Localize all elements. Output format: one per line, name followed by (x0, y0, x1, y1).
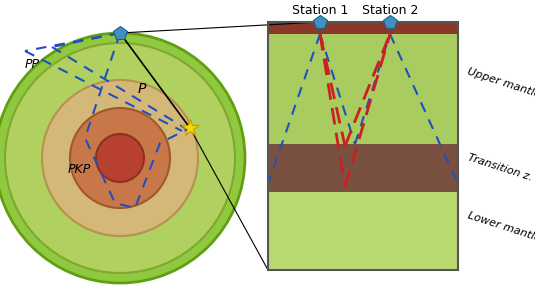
Circle shape (5, 43, 235, 273)
Text: Lower mantle: Lower mantle (466, 211, 535, 244)
Text: Transition z.: Transition z. (466, 153, 533, 183)
Bar (268, 34, 458, 144)
Bar (268, 22, 458, 34)
Text: PKP: PKP (68, 163, 91, 176)
Text: P: P (138, 82, 147, 96)
Circle shape (0, 33, 245, 283)
Text: Station 1: Station 1 (292, 4, 348, 17)
Text: Station 2: Station 2 (362, 4, 418, 17)
Bar (268, 144, 458, 192)
Circle shape (96, 134, 144, 182)
Circle shape (70, 108, 170, 208)
Text: Upper mantle: Upper mantle (466, 67, 535, 100)
Bar (268, 192, 458, 270)
Bar (268, 22, 458, 270)
Text: PP: PP (25, 58, 40, 71)
Circle shape (42, 80, 198, 236)
